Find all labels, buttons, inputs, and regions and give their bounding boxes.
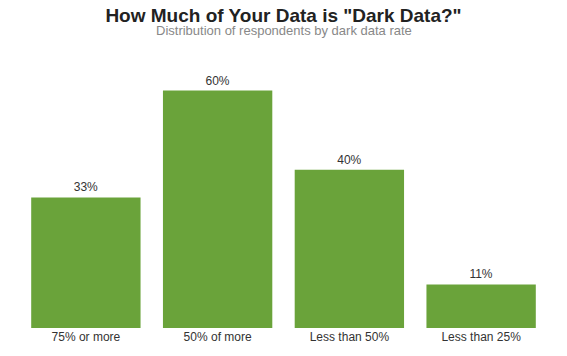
svg-text:Distribution of respondents by: Distribution of respondents by dark data… — [156, 23, 412, 38]
svg-text:60%: 60% — [205, 74, 229, 88]
svg-text:40%: 40% — [337, 153, 361, 167]
svg-text:How Much of Your Data is "Dark: How Much of Your Data is "Dark Data?" — [105, 5, 461, 26]
svg-text:11%: 11% — [469, 267, 492, 281]
svg-text:Less than 50%: Less than 50% — [310, 330, 390, 344]
svg-text:75% or more: 75% or more — [52, 330, 121, 344]
svg-text:50% of more: 50% of more — [184, 330, 252, 344]
svg-text:Less than 25%: Less than 25% — [441, 330, 521, 344]
svg-text:33%: 33% — [74, 180, 98, 194]
